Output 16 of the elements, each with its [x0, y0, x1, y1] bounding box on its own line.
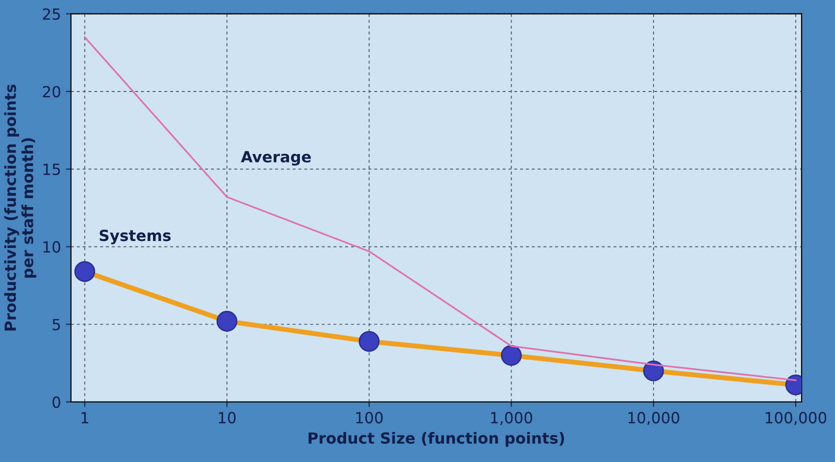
x-tick-label: 100 — [356, 412, 383, 424]
y-tick-label: 20 — [42, 86, 60, 98]
y-tick-label: 0 — [52, 396, 60, 408]
x-axis-title: Product Size (function points) — [308, 432, 564, 447]
y-tick-label: 15 — [43, 164, 60, 176]
y-tick-label: 10 — [43, 241, 60, 253]
series-label: Systems — [100, 230, 171, 244]
y-axis-title: Productivity (function points per staff month) — [4, 84, 36, 331]
x-tick-label: 10 — [218, 412, 236, 424]
x-tick-label: 1 — [82, 412, 88, 424]
x-tick-label: 100,000 — [766, 412, 826, 426]
y-tick-label: 25 — [42, 8, 60, 20]
text: Average — [240, 151, 311, 166]
y-tick-label: 5 — [52, 318, 60, 330]
x-tick-label: 10,000 — [628, 412, 680, 426]
x-tick-label: 1,000 — [491, 412, 532, 426]
